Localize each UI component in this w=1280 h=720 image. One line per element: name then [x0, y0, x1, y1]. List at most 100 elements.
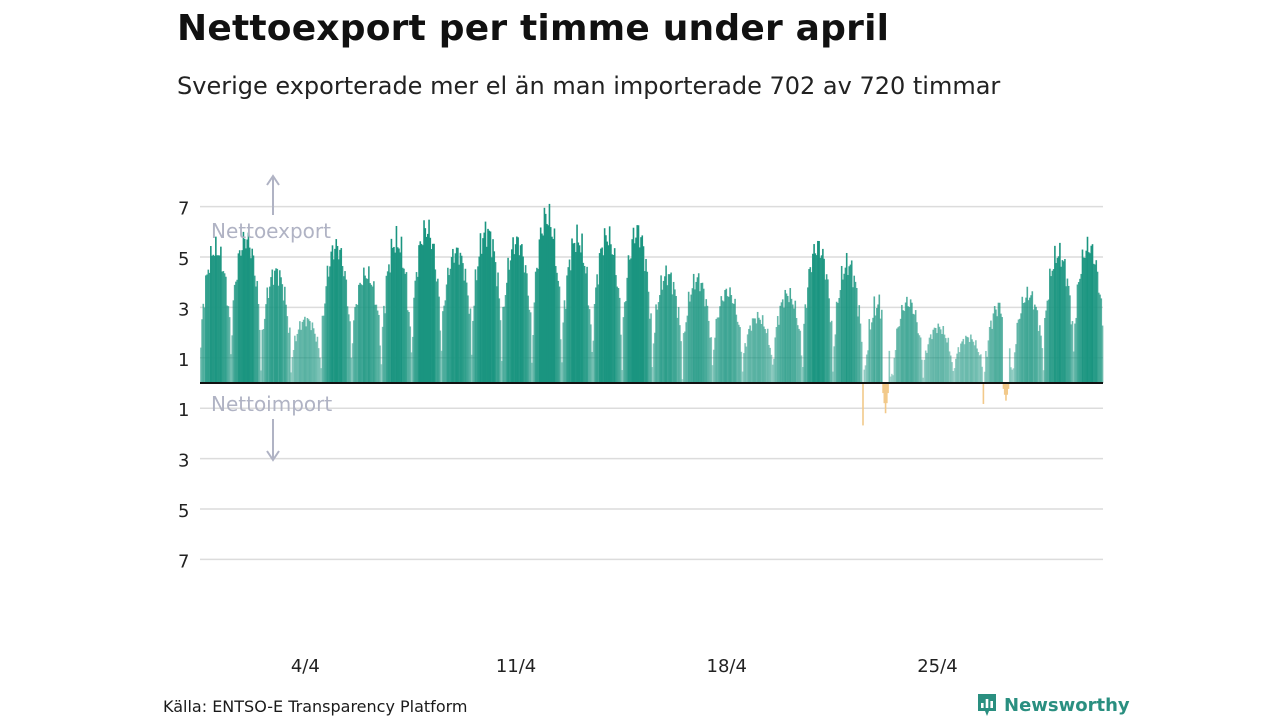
export-bar [804, 304, 807, 383]
export-bar [573, 242, 576, 383]
export-bar [1012, 368, 1015, 383]
export-bar [872, 317, 874, 383]
export-bar [687, 291, 690, 383]
export-bar [576, 224, 578, 383]
export-bar [907, 306, 909, 383]
export-bar [1081, 249, 1084, 383]
export-bar [613, 248, 616, 383]
export-bar [432, 243, 434, 383]
brand[interactable]: Newsworthy [976, 692, 1130, 718]
export-bar [572, 243, 575, 383]
export-bar [665, 265, 667, 383]
export-bar [258, 329, 261, 383]
export-bar [810, 272, 813, 383]
export-bar [399, 252, 402, 383]
export-bar [897, 327, 899, 383]
export-bar [276, 268, 279, 383]
export-bar [226, 305, 228, 383]
export-bar [864, 365, 867, 383]
export-bar [1041, 348, 1044, 383]
export-bar [914, 310, 917, 383]
export-bar [546, 223, 548, 383]
export-bar [385, 275, 388, 383]
export-bar [715, 318, 718, 383]
export-bar [802, 367, 804, 383]
export-bar [926, 352, 928, 383]
export-bar [651, 367, 654, 383]
export-bar [590, 324, 592, 383]
export-bar [1037, 331, 1040, 383]
export-bar [409, 326, 412, 383]
export-bar [928, 337, 931, 383]
export-bar [711, 365, 714, 383]
export-bar [745, 346, 748, 383]
export-bar [667, 274, 670, 383]
export-bar [712, 349, 715, 383]
export-bar [1064, 259, 1066, 383]
export-bar [562, 322, 565, 383]
export-bar [1100, 298, 1103, 383]
export-bar [492, 239, 494, 383]
export-bar [1008, 348, 1011, 383]
export-bar [1055, 263, 1057, 383]
export-bar [531, 362, 533, 383]
export-bar [779, 305, 782, 383]
export-bar [327, 276, 330, 383]
export-bar [601, 247, 603, 383]
export-bar [374, 304, 376, 383]
export-bar [1079, 278, 1081, 383]
export-bar [786, 295, 789, 383]
export-bar [657, 302, 660, 383]
export-bar [958, 352, 961, 383]
export-bar [853, 275, 856, 383]
export-bar [765, 333, 768, 383]
export-bar [807, 287, 809, 383]
export-bar [567, 267, 570, 383]
export-bar [587, 305, 590, 383]
export-bar [395, 225, 398, 383]
export-bar [474, 269, 477, 383]
export-bar [955, 358, 957, 383]
export-bar [1035, 306, 1037, 383]
export-bar [569, 270, 572, 383]
export-bar [991, 328, 993, 383]
export-bar [458, 264, 460, 383]
export-bar [1075, 317, 1078, 383]
export-bar [462, 263, 464, 383]
import-bar [884, 383, 887, 414]
export-bar [325, 286, 328, 383]
y-tick-label: 7 [178, 199, 189, 220]
export-bar [849, 264, 852, 383]
export-bar [549, 227, 552, 383]
export-bar [292, 349, 295, 383]
export-bar [764, 329, 766, 383]
export-bar [305, 326, 307, 383]
export-bar [251, 248, 254, 383]
export-bar [784, 289, 787, 383]
export-bar [903, 310, 906, 383]
export-bar [1030, 295, 1032, 383]
export-bar [341, 266, 344, 383]
export-bar [396, 247, 399, 383]
export-bar [946, 342, 948, 383]
export-bar [714, 337, 716, 383]
import-bar [982, 383, 985, 404]
export-bar [699, 291, 701, 383]
export-bar [776, 316, 779, 383]
export-bar [336, 245, 339, 383]
export-bar [315, 341, 317, 383]
export-bar [960, 343, 962, 383]
export-bar [1015, 344, 1017, 383]
export-bar [758, 317, 760, 383]
export-bar [968, 341, 971, 383]
export-bar [286, 316, 289, 383]
export-bar [284, 286, 286, 383]
export-bar [246, 239, 248, 383]
export-bar [631, 239, 634, 383]
export-bar [998, 302, 1001, 383]
export-bar [490, 257, 493, 383]
export-bar [213, 255, 216, 383]
export-bar [452, 248, 454, 383]
export-bar [636, 225, 639, 383]
export-bar [457, 247, 459, 383]
